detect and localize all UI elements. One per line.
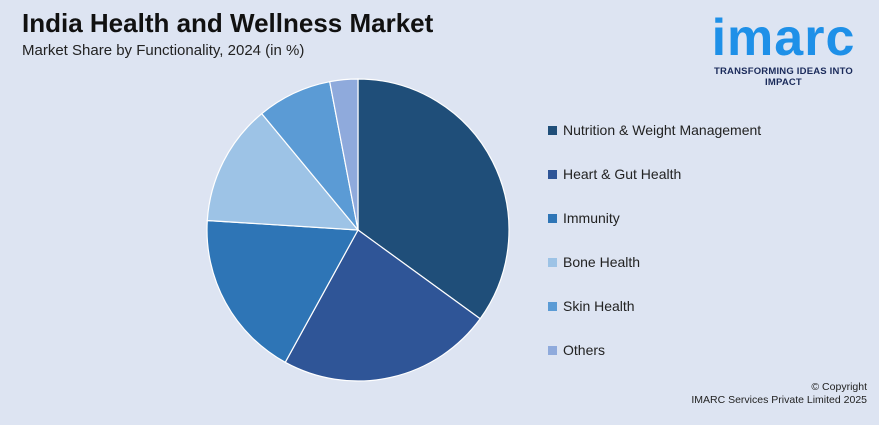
- legend-item: Others: [548, 328, 761, 372]
- pie-slice-heart-gut-health: [284, 229, 482, 382]
- pie-slice-immunity: [206, 219, 359, 364]
- legend-item: Bone Health: [548, 240, 761, 284]
- copyright-owner: IMARC Services Private Limited 2025: [691, 394, 867, 406]
- logo-tagline: TRANSFORMING IDEAS INTO IMPACT: [713, 66, 853, 88]
- pie-slice-bone-health: [206, 112, 360, 231]
- legend-item: Skin Health: [548, 284, 761, 328]
- legend-swatch: [548, 257, 557, 267]
- copyright-line: © Copyright: [811, 381, 867, 393]
- chart-subtitle: Market Share by Functionality, 2024 (in …: [22, 42, 305, 59]
- chart-title: India Health and Wellness Market: [22, 8, 434, 38]
- legend-swatch: [548, 169, 557, 179]
- legend-swatch: [548, 345, 557, 355]
- legend-label: Bone Health: [563, 254, 641, 270]
- chart-legend: Nutrition & Weight Management Heart & Gut…: [548, 108, 761, 372]
- imarc-logo: imarc TRANSFORMING IDEAS INTO IMPACT: [696, 10, 871, 88]
- legend-label: Others: [563, 342, 606, 358]
- copyright-notice: © Copyright IMARC Services Private Limit…: [691, 381, 867, 407]
- legend-label: Heart & Gut Health: [563, 166, 682, 182]
- legend-item: Heart & Gut Health: [548, 152, 761, 196]
- legend-item: Nutrition & Weight Management: [548, 108, 761, 152]
- legend-label: Immunity: [563, 210, 620, 226]
- legend-swatch: [548, 213, 557, 223]
- legend-label: Nutrition & Weight Management: [563, 122, 762, 138]
- legend-item: Immunity: [548, 196, 761, 240]
- legend-swatch: [548, 301, 557, 311]
- pie-slice-others: [329, 78, 359, 231]
- logo-mark: imarc: [711, 9, 856, 67]
- legend-label: Skin Health: [563, 298, 635, 314]
- pie-slice-nutrition-weight-management: [357, 78, 510, 320]
- legend-swatch: [548, 125, 557, 135]
